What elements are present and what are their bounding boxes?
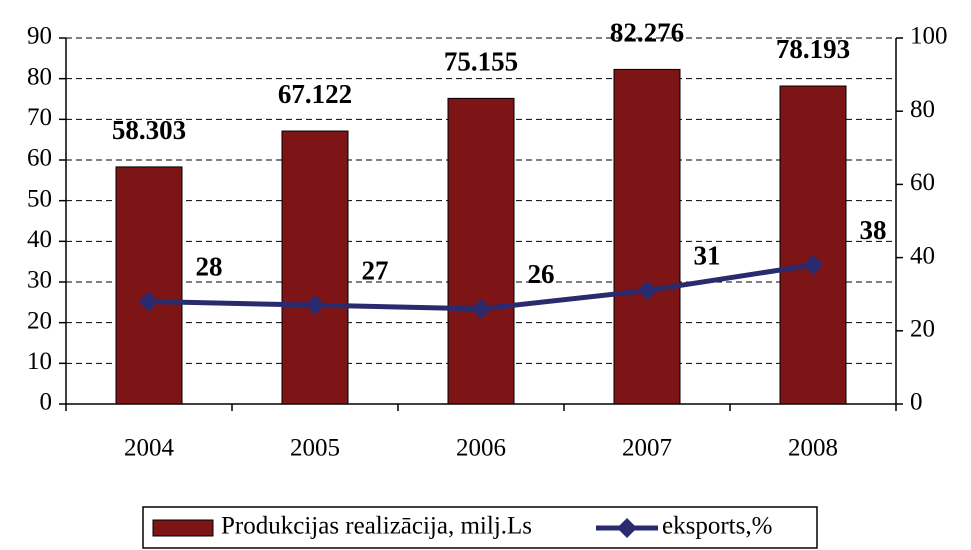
bar (281, 130, 349, 405)
y-tick-label: 40 (27, 226, 52, 253)
y2-tick-label: 40 (910, 242, 935, 269)
bar-value-label: 67.122 (278, 79, 352, 109)
bar-value-label: 82.276 (610, 18, 684, 48)
bar (779, 85, 847, 405)
line-marker (637, 280, 657, 301)
legend-label: Produkcijas realizācija, milj.Ls (221, 513, 532, 540)
line-value-label: 38 (860, 215, 887, 245)
line-value-label: 26 (528, 259, 555, 289)
line-value-label: 28 (196, 252, 223, 282)
y-tick-label: 60 (27, 145, 52, 172)
bar (115, 166, 183, 405)
y2-tick-label: 60 (910, 169, 935, 196)
y-tick-label: 90 (27, 23, 52, 50)
bar-value-label: 78.193 (776, 34, 850, 64)
y-tick-label: 20 (27, 307, 52, 334)
bar-value-label: 75.155 (444, 47, 518, 77)
x-tick-label: 2007 (622, 435, 672, 462)
y2-tick-label: 0 (910, 389, 923, 416)
x-tick-label: 2005 (290, 435, 340, 462)
y-tick-label: 70 (27, 104, 52, 131)
line-marker (803, 254, 823, 275)
legend-label: eksports,% (662, 513, 772, 540)
y-tick-label: 0 (40, 389, 53, 416)
line-marker (139, 291, 159, 312)
x-tick-label: 2006 (456, 435, 506, 462)
y-tick-label: 30 (27, 267, 52, 294)
bar (447, 97, 515, 405)
y-tick-label: 80 (27, 63, 52, 90)
y-tick-label: 10 (27, 348, 52, 375)
line-value-label: 27 (362, 255, 389, 285)
y-tick-label: 50 (27, 185, 52, 212)
line-value-label: 31 (694, 241, 721, 271)
bar-value-label: 58.303 (112, 115, 186, 145)
legend-box (142, 506, 818, 549)
legend-swatch (617, 518, 637, 538)
y2-tick-label: 100 (910, 23, 948, 50)
legend-swatch (152, 519, 214, 537)
x-tick-label: 2008 (788, 435, 838, 462)
line-marker (471, 298, 491, 319)
y2-tick-label: 20 (910, 316, 935, 343)
x-tick-label: 2004 (124, 435, 175, 462)
y2-tick-label: 80 (910, 96, 935, 123)
line-marker (305, 295, 325, 316)
bar (613, 68, 681, 405)
